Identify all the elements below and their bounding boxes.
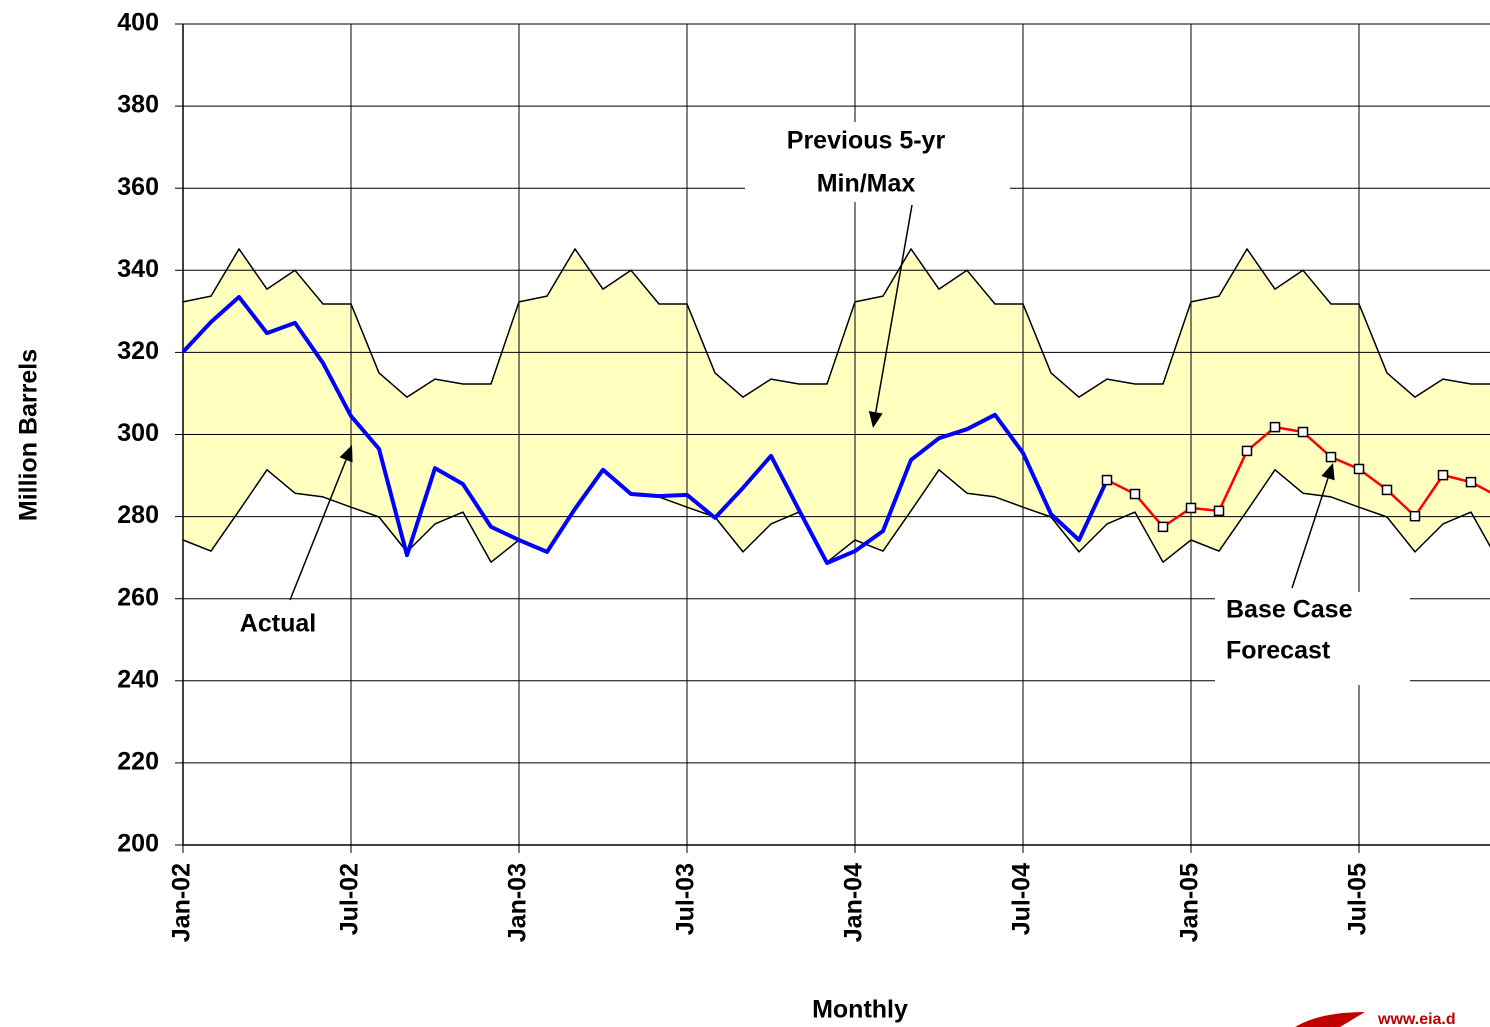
marker <box>1269 421 1281 433</box>
min-max-band <box>183 248 1490 563</box>
watermark: www.eia.d <box>1377 1011 1456 1027</box>
annotation-arrow <box>289 459 347 601</box>
y-tick-label: 200 <box>117 830 159 858</box>
y-tick-label: 320 <box>117 337 159 365</box>
y-tick-label: 280 <box>117 501 159 529</box>
annotation-box <box>205 600 350 645</box>
annotation-box <box>1215 592 1410 685</box>
annotation: Previous 5-yr Min/Max <box>745 122 1010 428</box>
marker <box>1353 463 1365 475</box>
marker <box>1409 510 1421 522</box>
arrow-head <box>868 411 883 428</box>
arrow-head <box>339 445 353 463</box>
marker <box>1157 521 1169 533</box>
marker <box>1297 426 1309 438</box>
marker <box>1465 476 1477 488</box>
x-tick-label: Jul-03 <box>672 863 700 935</box>
annotation-text: Forecast <box>1226 637 1331 665</box>
y-tick-label: 300 <box>117 419 159 447</box>
marker <box>1381 484 1393 496</box>
annotation-arrow <box>875 204 913 413</box>
marker <box>1129 488 1141 500</box>
marker <box>1325 451 1337 463</box>
marker <box>1241 445 1253 457</box>
annotation: Actual <box>205 445 353 645</box>
marker <box>1213 505 1225 517</box>
marker <box>1437 469 1449 481</box>
annotation-text: Min/Max <box>817 170 916 198</box>
x-tick-label: Jul-05 <box>1344 863 1372 935</box>
arrow-head <box>1321 463 1335 481</box>
x-tick-label: Jan-02 <box>168 863 196 942</box>
x-tick-label: Jan-05 <box>1176 863 1204 942</box>
annotation-box <box>745 122 1010 202</box>
x-tick-label: Jan-03 <box>504 863 532 942</box>
annotation-text: Actual <box>240 610 316 638</box>
plot-area <box>175 23 1490 853</box>
band-lower <box>182 469 1490 563</box>
y-tick-label: 340 <box>117 255 159 283</box>
x-tick-label: Jan-04 <box>840 863 868 942</box>
annotation-text: Base Case <box>1226 596 1353 624</box>
y-tick-label: 240 <box>117 665 159 693</box>
x-tick-label: Jul-02 <box>336 863 364 935</box>
logo-swoosh <box>1295 1012 1365 1027</box>
y-axis-label: Million Barrels <box>15 349 43 521</box>
annotation: Base Case Forecast <box>1215 463 1410 685</box>
y-tick-label: 260 <box>117 583 159 611</box>
annotation-arrow <box>1291 477 1329 589</box>
marker <box>1101 474 1113 486</box>
marker <box>1185 502 1197 514</box>
band-upper <box>182 248 1490 398</box>
logo: www.eia.d <box>1295 1011 1456 1027</box>
annotation-text: Previous 5-yr <box>787 127 946 155</box>
y-tick-label: 360 <box>117 173 159 201</box>
x-tick-label: Jul-04 <box>1008 863 1036 935</box>
y-tick-label: 400 <box>117 9 159 37</box>
x-axis-label: Monthly <box>812 996 908 1024</box>
series-line <box>181 294 1109 565</box>
y-tick-label: 220 <box>117 748 159 776</box>
y-tick-label: 380 <box>117 91 159 119</box>
